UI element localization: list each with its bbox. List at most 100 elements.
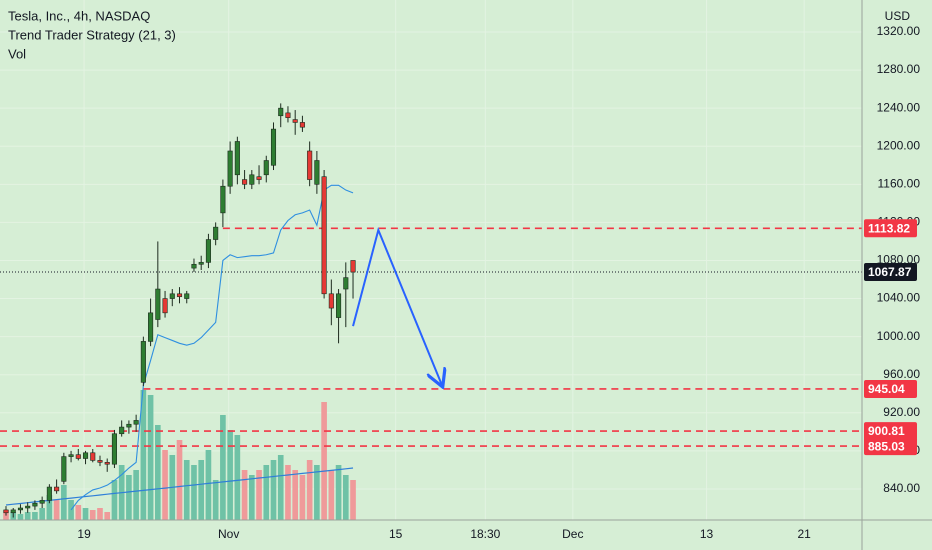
candle-body <box>292 119 298 123</box>
volume-bar <box>328 470 335 520</box>
volume-bar <box>89 510 96 520</box>
volume-bar <box>183 460 190 520</box>
volume-bar <box>299 475 306 520</box>
candle-body <box>155 288 161 320</box>
candle-body <box>32 502 38 507</box>
volume-bar <box>241 470 248 520</box>
candle-body <box>270 128 277 166</box>
projection-arrow <box>352 226 442 385</box>
candle-body <box>54 486 60 492</box>
volume-bar <box>162 450 168 520</box>
volume-bar <box>234 435 241 520</box>
volume-bar <box>292 470 299 520</box>
volume-bar <box>285 465 291 520</box>
x-tick-label: 13 <box>700 527 714 541</box>
y-tick-label: 1200.00 <box>877 138 921 152</box>
volume-bar <box>46 495 53 520</box>
y-tick-label: 1320.00 <box>877 24 921 38</box>
volume-bar <box>205 450 212 520</box>
candle-body <box>68 454 74 457</box>
level-price-label: 885.03 <box>868 439 905 453</box>
candle-body <box>256 176 262 180</box>
candle-body <box>176 293 183 297</box>
volume-bar <box>39 508 45 520</box>
candle-body <box>249 174 255 185</box>
volume-bar <box>335 465 342 520</box>
volume-bar <box>220 415 226 520</box>
volume-bar <box>104 512 111 520</box>
volume-bar <box>147 395 154 520</box>
level-price-tag <box>864 379 917 398</box>
candle-body <box>285 112 291 118</box>
level-price-label: 1113.82 <box>868 221 910 235</box>
x-tick-label: 19 <box>77 527 91 541</box>
volume-bar <box>191 465 197 520</box>
candle-body <box>242 179 248 185</box>
volume-ma-line <box>5 467 354 506</box>
grid <box>0 0 862 520</box>
volume-bar <box>270 460 277 520</box>
x-tick-label: Nov <box>218 527 239 541</box>
indicator-label: Trend Trader Strategy (21, 3) <box>8 27 176 42</box>
volume-bar <box>212 480 219 520</box>
candle-body <box>46 486 52 501</box>
x-tick-label: 15 <box>389 527 403 541</box>
candle-body <box>336 293 342 318</box>
volume-bar <box>155 425 161 520</box>
level-price-tag <box>864 437 917 456</box>
candle-body <box>198 262 204 265</box>
volume-bar <box>198 460 205 520</box>
candle-body <box>169 293 175 299</box>
plot <box>3 103 442 518</box>
candle-body <box>111 433 117 465</box>
y-tick-label: 920.00 <box>883 405 920 419</box>
candle-body <box>17 507 24 511</box>
volume-bar <box>263 465 270 520</box>
candle-body <box>39 500 45 504</box>
candle-body <box>162 298 168 314</box>
candle-body <box>343 277 349 290</box>
levels <box>0 227 862 447</box>
candle-body <box>321 176 327 295</box>
candle-body <box>278 107 284 117</box>
candle-body <box>104 462 110 465</box>
last-price-tag <box>864 263 917 282</box>
candle-body <box>97 460 103 463</box>
candle-body <box>133 420 139 425</box>
volume-label: Vol <box>8 46 26 61</box>
level-price-tag <box>864 422 917 441</box>
volume-bar <box>176 440 183 520</box>
volume-bar <box>342 475 349 520</box>
candle-body <box>126 423 132 428</box>
volume-bar <box>17 514 24 520</box>
y-tick-label: 1280.00 <box>877 62 921 76</box>
candle-body <box>307 150 313 180</box>
candle-body <box>299 122 305 128</box>
candle-body <box>140 341 146 383</box>
volume-bar <box>256 470 262 520</box>
candle-body <box>75 454 81 459</box>
candle-body <box>213 226 219 240</box>
candle-body <box>82 452 89 459</box>
level-price-tag <box>864 219 917 238</box>
candle-body <box>205 239 211 263</box>
volume-bar <box>97 508 103 520</box>
candle-body <box>184 293 190 299</box>
candle-body <box>263 160 269 176</box>
candle-body <box>25 505 31 509</box>
volume-bar <box>133 470 139 520</box>
candle-body <box>227 150 233 187</box>
volume-bar <box>306 460 313 520</box>
volume-bar <box>140 390 147 520</box>
candle-body <box>119 426 125 435</box>
candle-body <box>61 456 67 482</box>
y-tick-label: 1040.00 <box>877 291 921 305</box>
x-tick-label: Dec <box>562 527 583 541</box>
candle-body <box>314 160 320 185</box>
volume-bar <box>68 500 74 520</box>
axes: 840.00880.00920.00960.001000.001040.0010… <box>77 24 920 541</box>
level-price-label: 900.81 <box>868 424 905 438</box>
candle-body <box>148 312 154 342</box>
